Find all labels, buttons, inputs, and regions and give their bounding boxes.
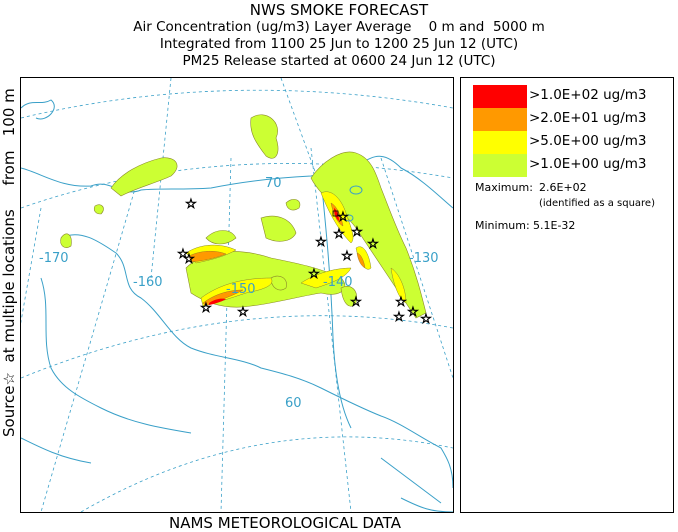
source-star-icon: ☆ <box>350 295 362 310</box>
source-star-icon: ☆ <box>177 247 189 262</box>
source-star-icon: ☆ <box>395 295 407 310</box>
grid-labels: -170 -160 -150 -140 -130 70 60 <box>39 176 439 411</box>
source-star-icon: ☆ <box>393 310 405 325</box>
source-markers: ☆ ☆ ☆ ☆ ☆ ☆ ☆ ☆ ☆ ☆ ☆ ☆ ☆ ☆ ☆ ☆ ☆ <box>177 197 432 328</box>
source-star-icon: ☆ <box>185 197 197 212</box>
latitude-label: 70 <box>265 176 282 191</box>
legend-item: >2.0E+01 ug/m3 <box>473 108 673 131</box>
longitude-label: -170 <box>39 251 69 266</box>
source-star-icon: ☆ <box>367 237 379 252</box>
lakes <box>344 185 363 222</box>
latitude-label: 60 <box>285 396 302 411</box>
maximum-label: Maximum: <box>475 181 533 194</box>
source-star-icon: ☆ <box>341 249 353 264</box>
legend-swatch <box>473 131 527 154</box>
smoke-map: ☆ ☆ ☆ ☆ ☆ ☆ ☆ ☆ ☆ ☆ ☆ ☆ ☆ ☆ ☆ ☆ ☆ -170 -… <box>20 77 454 513</box>
source-star-icon: ☆ <box>308 267 320 282</box>
map-canvas: ☆ ☆ ☆ ☆ ☆ ☆ ☆ ☆ ☆ ☆ ☆ ☆ ☆ ☆ ☆ ☆ ☆ -170 -… <box>21 78 453 512</box>
longitude-label: -140 <box>323 275 353 290</box>
maximum-square-marker <box>332 210 339 217</box>
legend-item: >5.0E+00 ug/m3 <box>473 131 673 154</box>
concentration-subtitle: Air Concentration (ug/m3) Layer Average … <box>133 19 545 35</box>
legend-item: >1.0E+02 ug/m3 <box>473 85 673 108</box>
maximum-note: (identified as a square) <box>539 198 655 209</box>
source-side-label: Source☆ at multiple locations from 100 m <box>0 88 18 437</box>
legend-panel: >1.0E+02 ug/m3 >2.0E+01 ug/m3 >5.0E+00 u… <box>460 77 674 513</box>
source-star-icon: ☆ <box>183 252 195 267</box>
forecast-title: NWS SMOKE FORECAST <box>249 1 429 19</box>
longitude-label: -130 <box>409 251 439 266</box>
legend-label: >2.0E+01 ug/m3 <box>529 110 647 126</box>
maximum-value: 2.6E+02 <box>539 181 587 194</box>
latitude-grid <box>21 89 453 512</box>
legend-label: >1.0E+00 ug/m3 <box>529 156 647 172</box>
legend-label: >1.0E+02 ug/m3 <box>529 87 647 103</box>
legend-swatch <box>473 85 527 108</box>
legend-item: >1.0E+00 ug/m3 <box>473 154 673 177</box>
source-star-icon: ☆ <box>333 227 345 242</box>
coastline <box>21 99 453 512</box>
source-star-icon: ☆ <box>200 301 212 316</box>
source-star-icon: ☆ <box>237 305 249 320</box>
longitude-grid <box>21 78 453 512</box>
minimum-label: Minimum: <box>475 219 530 232</box>
release-start: PM25 Release started at 0600 24 Jun 12 (… <box>182 53 496 69</box>
source-star-icon: ☆ <box>351 225 363 240</box>
source-star-icon: ☆ <box>315 235 327 250</box>
integration-period: Integrated from 1100 25 Jun to 1200 25 J… <box>159 36 519 52</box>
legend-label: >5.0E+00 ug/m3 <box>529 133 647 149</box>
minimum-value: 5.1E-32 <box>533 219 576 232</box>
longitude-label: -150 <box>226 282 256 297</box>
source-star-icon: ☆ <box>420 312 432 327</box>
legend-swatch <box>473 154 527 177</box>
source-star-icon: ☆ <box>337 210 349 225</box>
meteorological-data-label: NAMS METEOROLOGICAL DATA <box>169 514 401 532</box>
longitude-label: -160 <box>133 275 163 290</box>
source-star-icon: ☆ <box>407 305 419 320</box>
legend-swatch <box>473 108 527 131</box>
